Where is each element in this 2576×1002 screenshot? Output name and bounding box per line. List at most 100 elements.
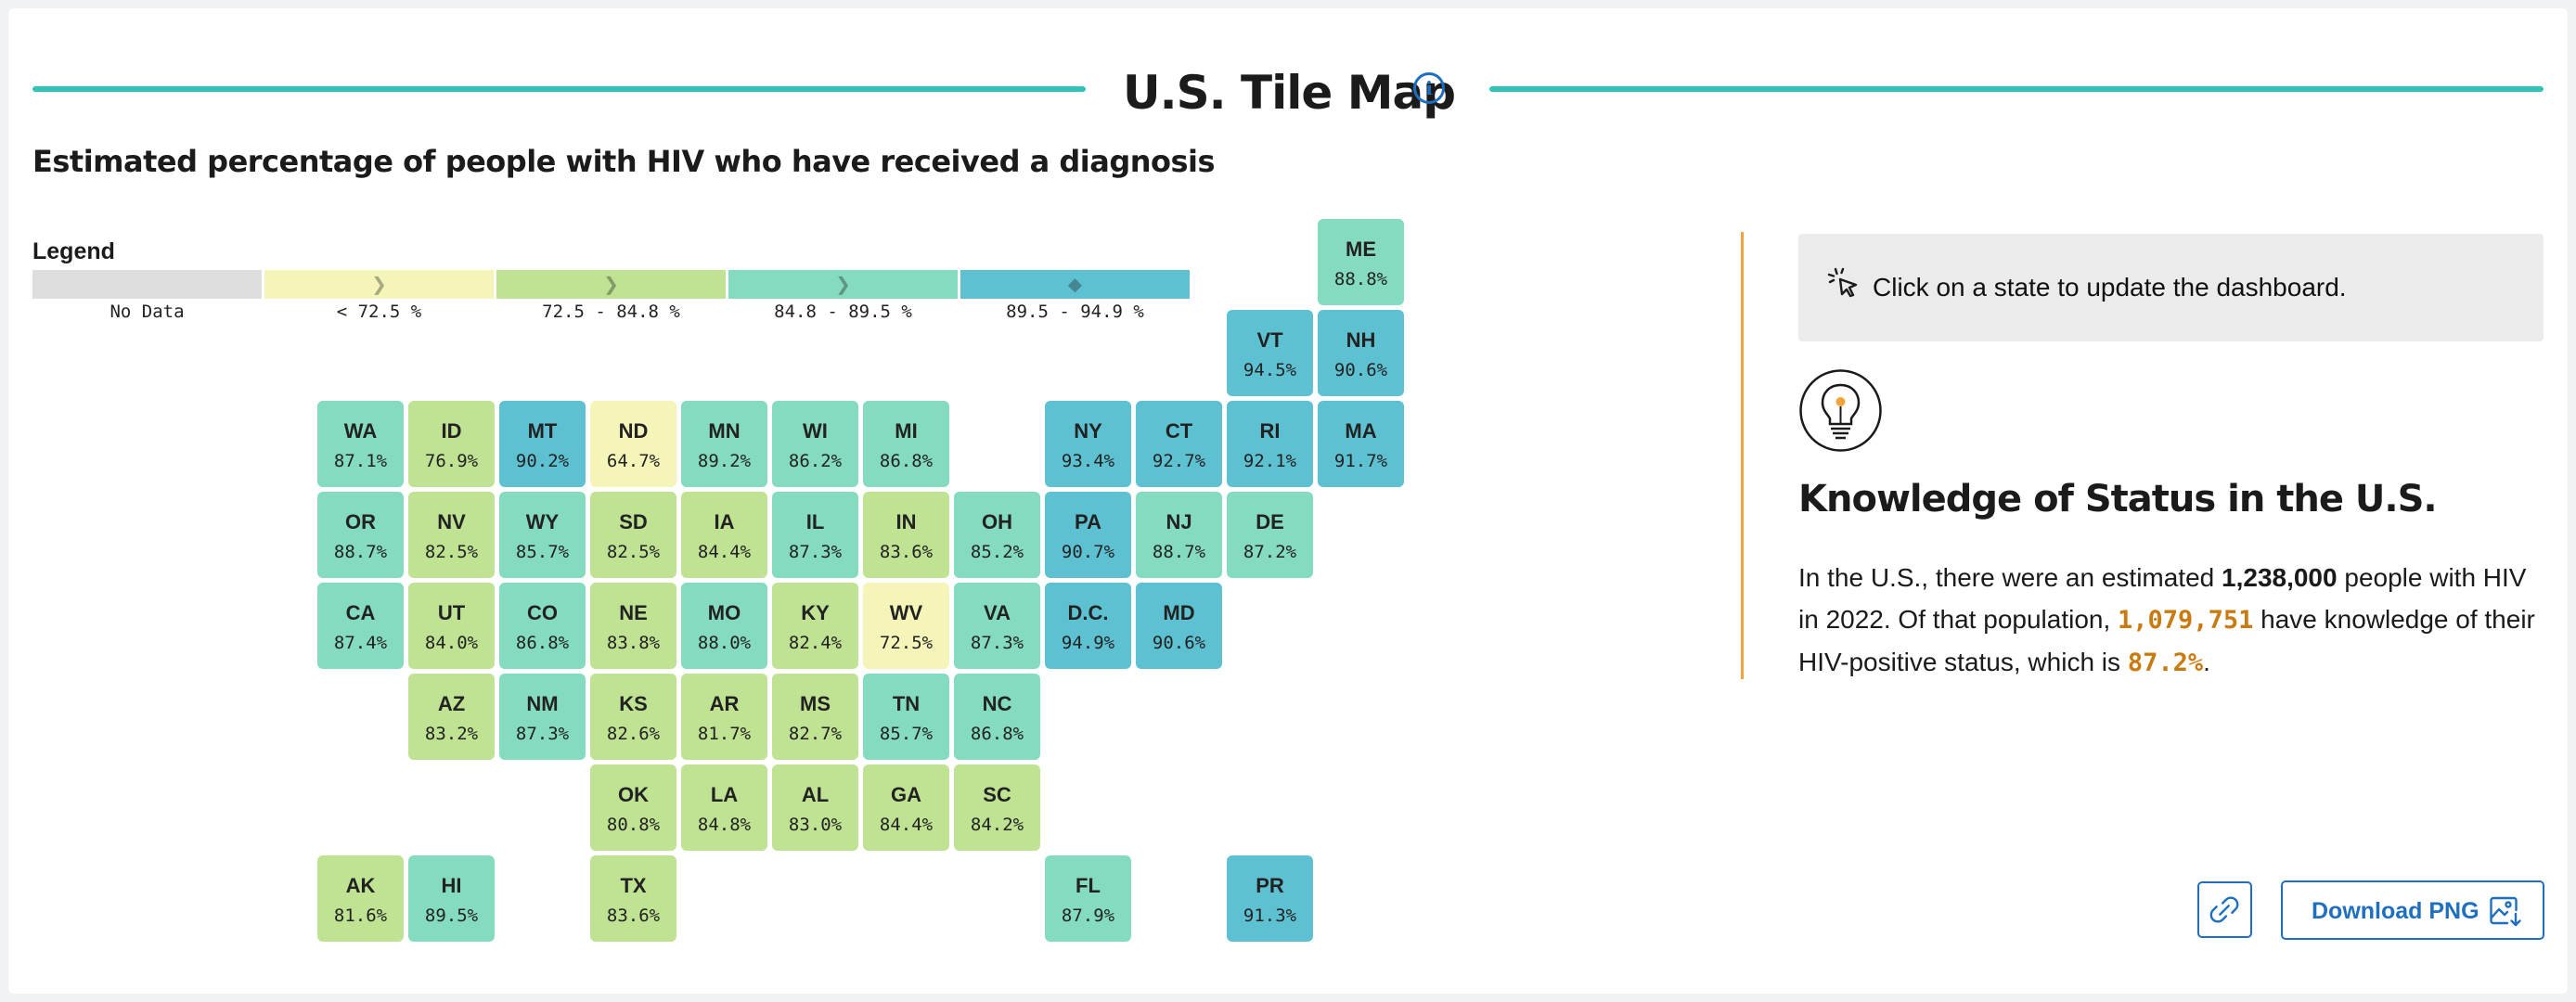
state-tile-pr[interactable]: PR 91.3% — [1227, 855, 1313, 942]
state-abbr: MN — [708, 419, 741, 443]
state-value: 89.5% — [424, 906, 479, 926]
state-abbr: OH — [982, 510, 1012, 533]
legend-swatch: ❯ — [728, 270, 958, 299]
state-tile-md[interactable]: MD 90.6% — [1136, 583, 1222, 669]
state-abbr: WV — [889, 601, 923, 624]
state-tile-ok[interactable]: OK 80.8% — [590, 764, 676, 851]
state-tile-il[interactable]: IL 87.3% — [772, 492, 858, 578]
state-tile-ak[interactable]: AK 81.6% — [317, 855, 404, 942]
legend-swatch: ❯ — [496, 270, 726, 299]
state-tile-oh[interactable]: OH 85.2% — [954, 492, 1040, 578]
state-tile-ut[interactable]: UT 84.0% — [408, 583, 495, 669]
info-icon[interactable]: i — [1413, 72, 1445, 104]
state-tile-wa[interactable]: WA 87.1% — [317, 401, 404, 487]
state-tile-tn[interactable]: TN 85.7% — [863, 674, 949, 760]
state-tile-sc[interactable]: SC 84.2% — [954, 764, 1040, 851]
state-tile-mo[interactable]: MO 88.0% — [681, 583, 767, 669]
state-value: 86.8% — [515, 633, 570, 653]
state-tile-mi[interactable]: MI 86.8% — [863, 401, 949, 487]
state-tile-mt[interactable]: MT 90.2% — [499, 401, 586, 487]
state-tile-wy[interactable]: WY 85.7% — [499, 492, 586, 578]
state-value: 87.9% — [1061, 906, 1115, 926]
state-tile-ma[interactable]: MA 91.7% — [1318, 401, 1404, 487]
state-tile-ny[interactable]: NY 93.4% — [1045, 401, 1131, 487]
legend-title: Legend — [32, 238, 115, 264]
state-value: 83.8% — [606, 633, 661, 653]
state-tile-dc[interactable]: D.C. 94.9% — [1045, 583, 1131, 669]
state-value: 85.2% — [970, 542, 1024, 562]
state-tile-la[interactable]: LA 84.8% — [681, 764, 767, 851]
state-value: 90.6% — [1152, 633, 1206, 653]
link-icon — [2209, 896, 2239, 923]
state-tile-nj[interactable]: NJ 88.7% — [1136, 492, 1222, 578]
state-value: 84.4% — [697, 542, 752, 562]
lightbulb-icon — [1799, 369, 1882, 452]
state-abbr: AK — [345, 874, 376, 897]
state-tile-wi[interactable]: WI 86.2% — [772, 401, 858, 487]
legend-label: 72.5 - 84.8 % — [542, 302, 680, 322]
state-tile-al[interactable]: AL 83.0% — [772, 764, 858, 851]
state-tile-tx[interactable]: TX 83.6% — [590, 855, 676, 942]
state-tile-nh[interactable]: NH 90.6% — [1318, 310, 1404, 396]
state-tile-co[interactable]: CO 86.8% — [499, 583, 586, 669]
copy-link-button[interactable] — [2197, 881, 2252, 938]
state-value: 82.6% — [606, 724, 661, 744]
state-abbr: MD — [1163, 601, 1195, 624]
state-abbr: D.C. — [1067, 601, 1109, 624]
state-tile-vt[interactable]: VT 94.5% — [1227, 310, 1313, 396]
state-value: 81.6% — [333, 906, 388, 926]
state-value: 91.3% — [1243, 906, 1297, 926]
state-tile-ct[interactable]: CT 92.7% — [1136, 401, 1222, 487]
state-value: 83.0% — [788, 815, 843, 835]
known-count: 1,079,751 — [2118, 606, 2254, 635]
map-subtitle: Estimated percentage of people with HIV … — [32, 144, 1216, 179]
state-tile-wv[interactable]: WV 72.5% — [863, 583, 949, 669]
state-abbr: TN — [892, 692, 921, 715]
legend-label: 89.5 - 94.9 % — [1006, 302, 1144, 322]
state-tile-ne[interactable]: NE 83.8% — [590, 583, 676, 669]
state-tile-pa[interactable]: PA 90.7% — [1045, 492, 1131, 578]
state-tile-ri[interactable]: RI 92.1% — [1227, 401, 1313, 487]
state-abbr: TX — [620, 874, 647, 897]
state-tile-de[interactable]: DE 87.2% — [1227, 492, 1313, 578]
state-abbr: WY — [525, 510, 560, 533]
state-tile-ky[interactable]: KY 82.4% — [772, 583, 858, 669]
state-value: 87.3% — [515, 724, 570, 744]
state-value: 93.4% — [1061, 451, 1115, 471]
state-abbr: SC — [983, 783, 1011, 806]
state-abbr: KY — [801, 601, 830, 624]
state-value: 86.8% — [970, 724, 1024, 744]
state-tile-hi[interactable]: HI 89.5% — [408, 855, 495, 942]
legend-swatch: ❯ — [264, 270, 494, 299]
state-tile-ks[interactable]: KS 82.6% — [590, 674, 676, 760]
state-tile-id[interactable]: ID 76.9% — [408, 401, 495, 487]
state-tile-nc[interactable]: NC 86.8% — [954, 674, 1040, 760]
state-tile-me[interactable]: ME 88.8% — [1318, 219, 1404, 305]
state-tile-va[interactable]: VA 87.3% — [954, 583, 1040, 669]
state-tile-nm[interactable]: NM 87.3% — [499, 674, 586, 760]
state-tile-or[interactable]: OR 88.7% — [317, 492, 404, 578]
state-tile-az[interactable]: AZ 83.2% — [408, 674, 495, 760]
state-abbr: ME — [1346, 238, 1376, 261]
download-png-button[interactable]: Download PNG — [2281, 880, 2544, 940]
state-value: 76.9% — [424, 451, 479, 471]
state-tile-in[interactable]: IN 83.6% — [863, 492, 949, 578]
state-tile-ar[interactable]: AR 81.7% — [681, 674, 767, 760]
state-value: 90.6% — [1333, 360, 1388, 380]
state-tile-ms[interactable]: MS 82.7% — [772, 674, 858, 760]
title-rule-left — [32, 86, 1086, 92]
state-tile-ca[interactable]: CA 87.4% — [317, 583, 404, 669]
known-percent: 87.2% — [2127, 649, 2204, 677]
chevron-right-icon: ❯ — [371, 274, 387, 295]
paragraph-text: . — [2203, 648, 2210, 676]
state-tile-ia[interactable]: IA 84.4% — [681, 492, 767, 578]
state-tile-nv[interactable]: NV 82.5% — [408, 492, 495, 578]
legend-swatch — [32, 270, 262, 299]
state-abbr: IA — [714, 510, 735, 533]
state-tile-fl[interactable]: FL 87.9% — [1045, 855, 1131, 942]
state-tile-ga[interactable]: GA 84.4% — [863, 764, 949, 851]
state-tile-nd[interactable]: ND 64.7% — [590, 401, 676, 487]
hint-text: Click on a state to update the dashboard… — [1873, 273, 2347, 302]
state-tile-sd[interactable]: SD 82.5% — [590, 492, 676, 578]
state-tile-mn[interactable]: MN 89.2% — [681, 401, 767, 487]
